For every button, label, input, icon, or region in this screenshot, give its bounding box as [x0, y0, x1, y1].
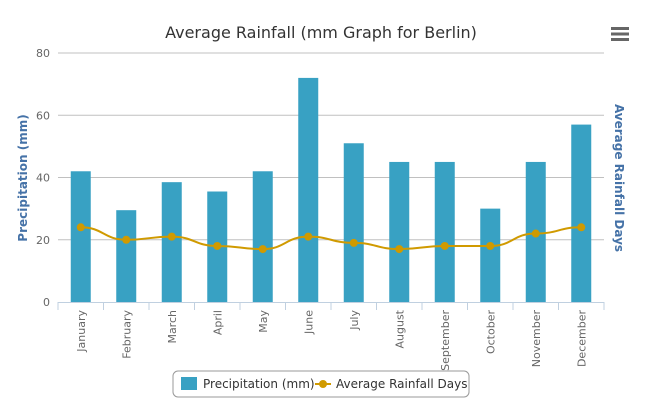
legend-bar-swatch	[181, 377, 197, 390]
rainfall-days-point-march[interactable]	[167, 232, 176, 241]
legend-line-marker	[319, 380, 327, 388]
x-tick-label: August	[393, 309, 406, 348]
x-tick-label: December	[575, 310, 588, 368]
rainfall-days-point-january[interactable]	[76, 223, 85, 232]
rainfall-days-point-october[interactable]	[486, 241, 495, 250]
y-tick-label: 0	[43, 296, 50, 309]
y-tick-label: 80	[36, 47, 50, 60]
y-tick-label: 20	[36, 234, 50, 247]
rainfall-days-line	[80, 226, 582, 251]
bar-march[interactable]	[161, 182, 182, 302]
bar-july[interactable]	[343, 143, 364, 302]
chart-title: Average Rainfall (mm Graph for Berlin)	[165, 23, 477, 42]
legend: Precipitation (mm) Average Rainfall Days	[172, 370, 470, 398]
bar-may[interactable]	[252, 171, 273, 302]
y-tick-label: 60	[36, 109, 50, 122]
rainfall-days-point-may[interactable]	[258, 245, 267, 254]
x-tick-label: July	[348, 310, 361, 331]
rainfall-days-point-july[interactable]	[349, 238, 358, 247]
bar-february[interactable]	[116, 210, 137, 302]
hamburger-menu-icon[interactable]	[611, 27, 629, 41]
rainfall-days-point-april[interactable]	[213, 241, 222, 250]
x-tick-label: February	[120, 310, 133, 359]
bar-september[interactable]	[434, 161, 455, 302]
y2-axis-title: Average Rainfall Days	[612, 104, 626, 252]
x-tick-label: September	[439, 310, 452, 371]
rainfall-days-point-february[interactable]	[122, 235, 131, 244]
bar-august[interactable]	[389, 161, 410, 302]
y-tick-label: 40	[36, 172, 50, 185]
x-tick-label: April	[211, 310, 224, 335]
rainfall-days-point-august[interactable]	[395, 245, 404, 254]
bar-january[interactable]	[70, 171, 91, 302]
rainfall-days-point-december[interactable]	[577, 223, 586, 232]
legend-item-rainfall-days[interactable]: Average Rainfall Days	[336, 377, 467, 391]
x-tick-label: January	[75, 310, 88, 353]
x-tick-label: November	[530, 310, 543, 368]
legend-item-precipitation[interactable]: Precipitation (mm)	[203, 377, 315, 391]
x-tick-label: June	[302, 310, 315, 335]
bar-december[interactable]	[571, 124, 592, 303]
x-tick-label: March	[166, 310, 179, 344]
bar-june[interactable]	[298, 77, 319, 303]
rainfall-days-point-june[interactable]	[304, 232, 313, 241]
rainfall-days-point-september[interactable]	[440, 241, 449, 250]
bar-october[interactable]	[480, 208, 501, 302]
rainfall-days-point-november[interactable]	[531, 229, 540, 238]
y-axis-title: Precipitation (mm)	[16, 114, 30, 241]
x-tick-label: May	[257, 310, 270, 333]
x-tick-label: October	[484, 310, 497, 354]
